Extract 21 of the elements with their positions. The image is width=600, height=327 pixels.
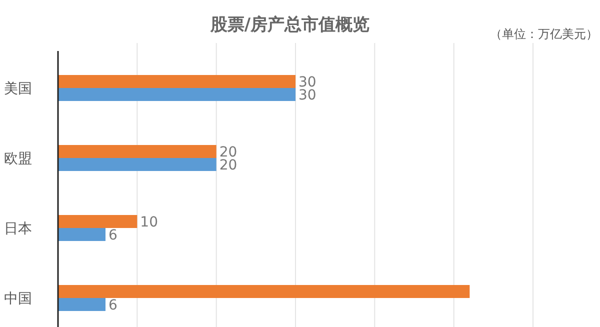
data-label: 6 <box>108 298 118 314</box>
y-tick-label: 日本 <box>4 221 32 237</box>
data-label: 10 <box>140 214 158 230</box>
bar <box>58 285 470 298</box>
text: （单位：万亿美元） <box>490 27 598 41</box>
bar <box>58 215 138 228</box>
y-tick-label: 美国 <box>4 81 32 97</box>
chart-title: 股票/房产总市值概览 <box>209 15 370 35</box>
bar <box>58 158 216 171</box>
bar <box>58 145 216 158</box>
data-label: 20 <box>219 158 238 174</box>
data-label: 20 <box>219 144 238 160</box>
bar <box>58 75 296 88</box>
bar <box>58 298 106 311</box>
data-label: 30 <box>298 74 316 90</box>
y-tick-label: 中国 <box>4 291 32 307</box>
data-label: 6 <box>108 228 118 244</box>
y-tick-label: 欧盟 <box>4 151 32 167</box>
data-label: 30 <box>298 88 316 104</box>
bar <box>58 228 106 241</box>
bar <box>58 88 296 101</box>
